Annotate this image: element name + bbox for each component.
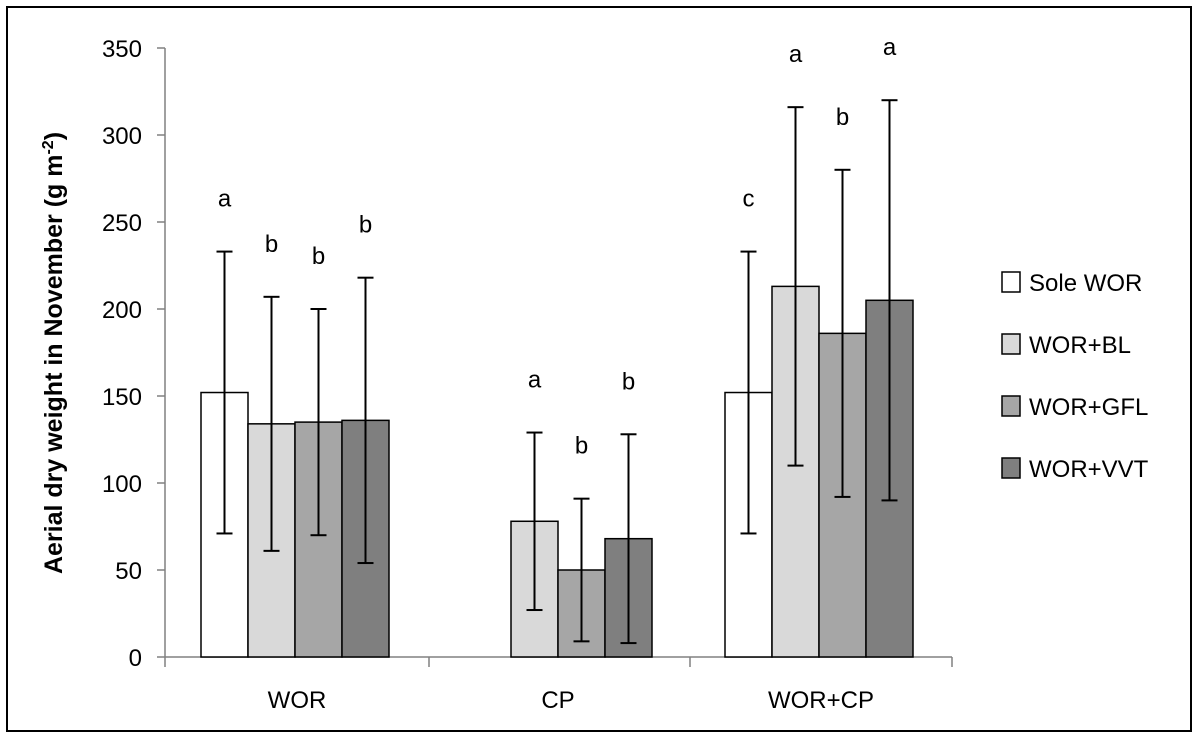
x-tick-label: CP (541, 687, 574, 714)
significance-letter: b (359, 212, 372, 239)
significance-letter: b (622, 368, 635, 395)
y-tick-label: 50 (115, 558, 142, 585)
y-axis-label: Aerial dry weight in November (g m-2) (40, 132, 68, 574)
legend-swatch (1001, 395, 1021, 417)
y-tick-label: 300 (102, 123, 142, 150)
y-tick-label: 350 (102, 36, 142, 63)
significance-letter: a (218, 186, 232, 213)
legend-swatch (1001, 271, 1021, 293)
y-tick-label: 250 (102, 210, 142, 237)
significance-letter: a (528, 367, 542, 394)
legend-label: WOR+BL (1029, 332, 1131, 359)
legend-label: Sole WOR (1029, 270, 1142, 297)
y-tick-label: 0 (129, 645, 142, 672)
bars-layer (200, 285, 914, 658)
error-bars-layer (216, 99, 898, 645)
significance-letter: c (743, 186, 755, 213)
legend-swatch (1001, 457, 1021, 479)
legend-label: WOR+GFL (1029, 394, 1148, 421)
significance-letters-layer: a b b b a b b c a b a (218, 34, 897, 459)
y-tick-label: 100 (102, 471, 142, 498)
y-tick-label: 200 (102, 297, 142, 324)
y-tick-label: 150 (102, 384, 142, 411)
y-tick-labels: 0 50 100 150 200 250 300 350 (102, 36, 142, 672)
significance-letter: b (265, 231, 278, 258)
legend-label: WOR+VVT (1029, 456, 1149, 483)
significance-letter: b (575, 433, 588, 460)
significance-letter: a (883, 34, 897, 61)
significance-letter: b (312, 243, 325, 270)
x-tick-label: WOR (268, 687, 327, 714)
legend: Sole WOR WOR+BL WOR+GFL WOR+VVT (1001, 270, 1149, 483)
x-tick-label: WOR+CP (768, 687, 874, 714)
legend-swatch (1001, 333, 1021, 355)
significance-letter: a (789, 41, 803, 68)
significance-letter: b (836, 104, 849, 131)
x-tick-labels: WOR CP WOR+CP (268, 687, 874, 714)
